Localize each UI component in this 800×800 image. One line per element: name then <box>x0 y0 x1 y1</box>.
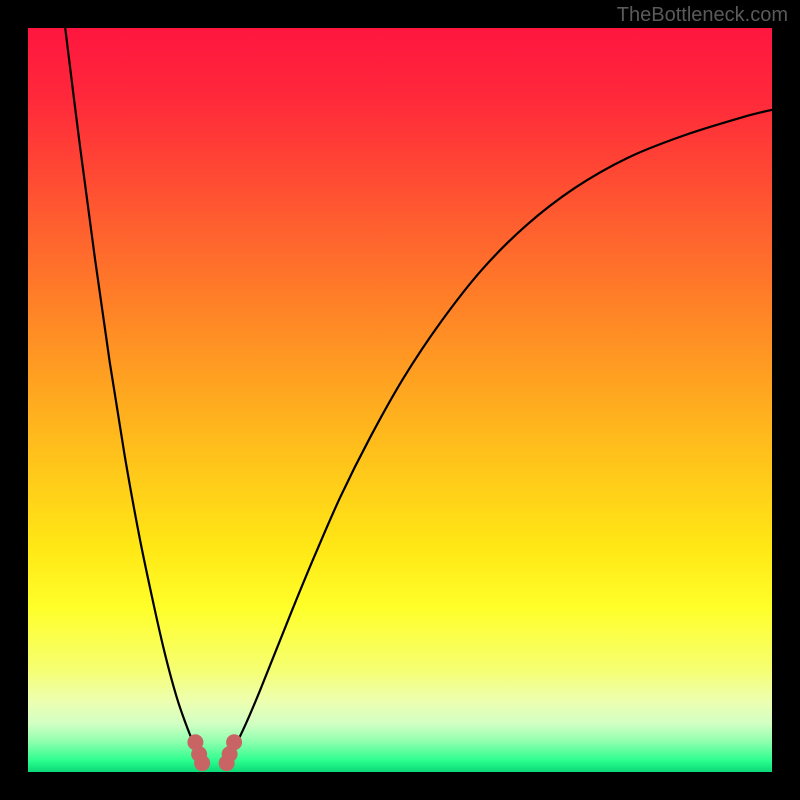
bottleneck-chart-svg <box>0 0 800 800</box>
plot-area <box>28 28 772 772</box>
watermark-text: TheBottleneck.com <box>617 4 788 27</box>
chart-container: TheBottleneck.com <box>0 0 800 800</box>
trough-marker <box>226 734 242 750</box>
trough-marker <box>194 755 210 771</box>
